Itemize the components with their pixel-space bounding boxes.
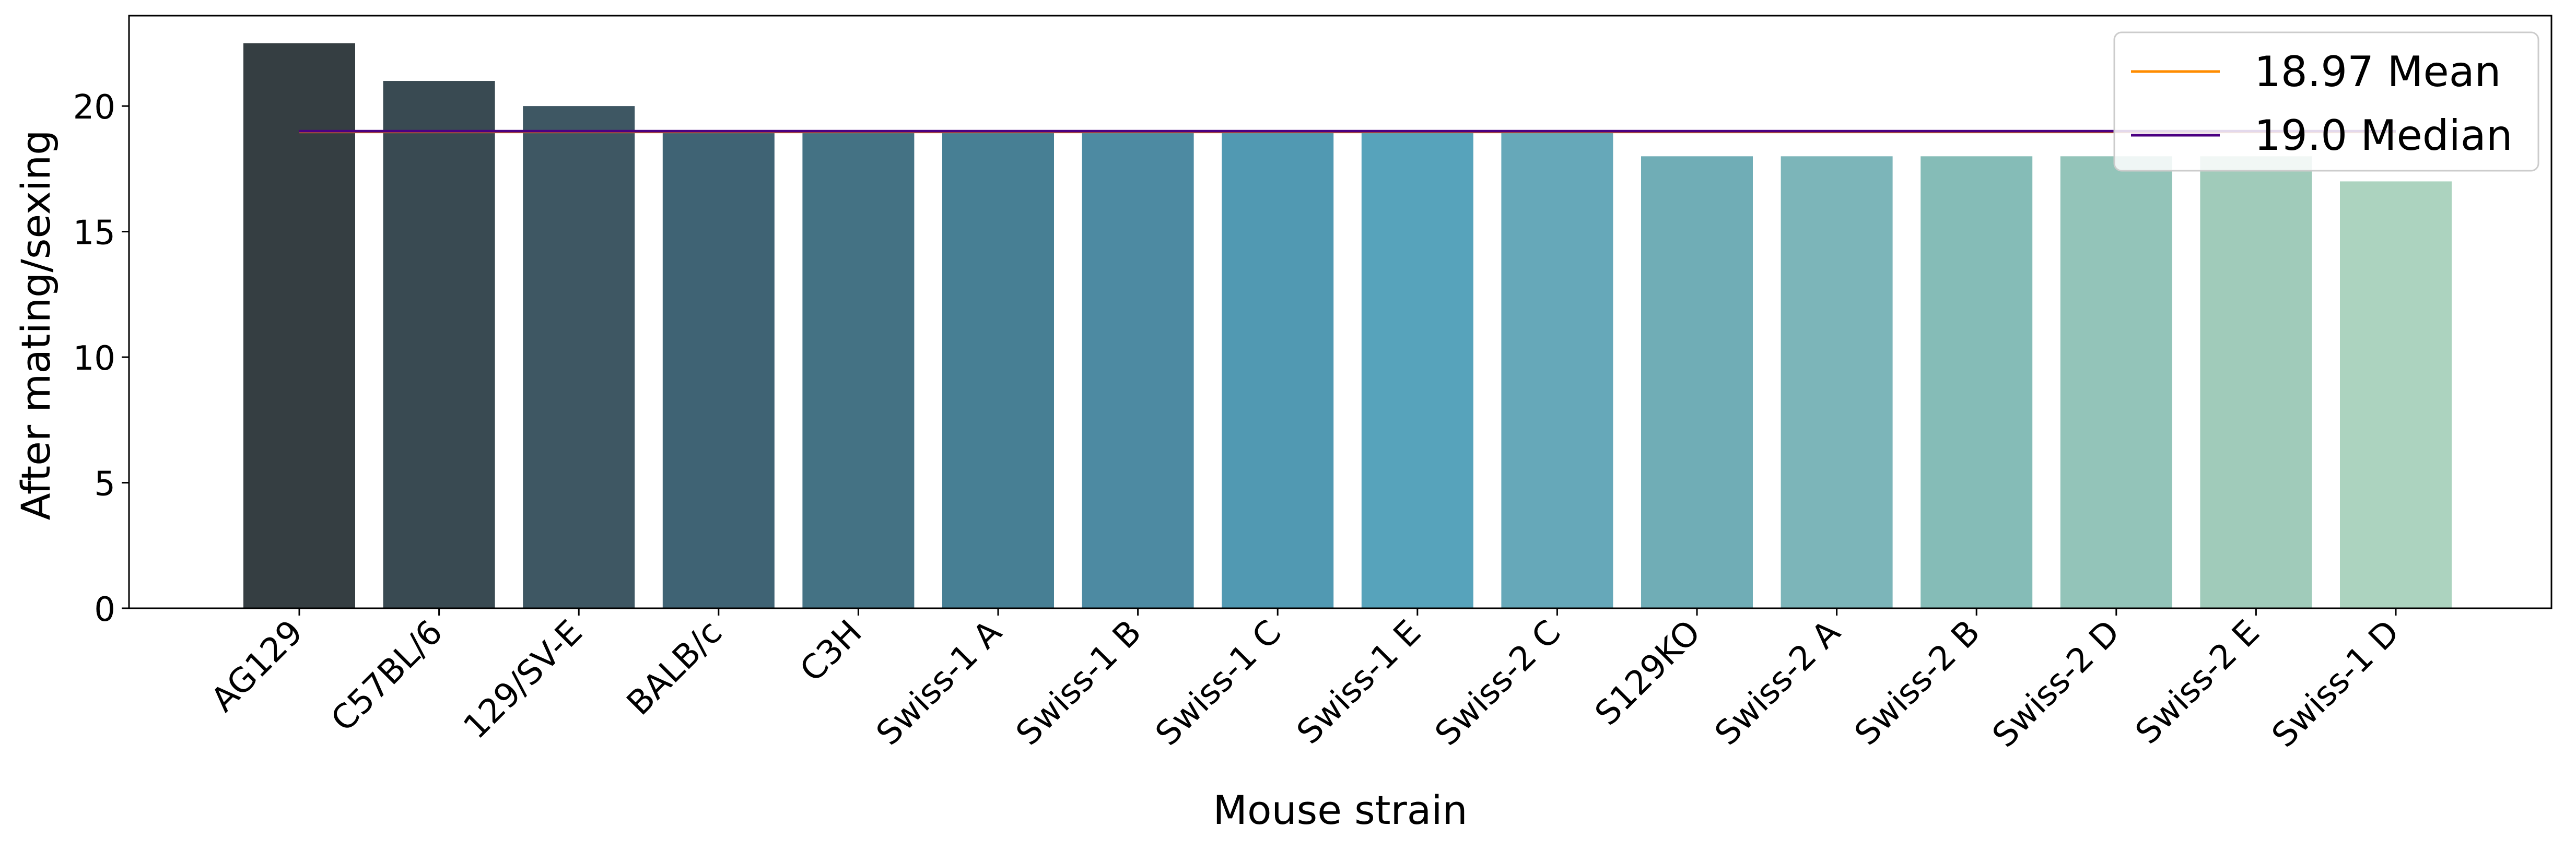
bar-balb-c — [662, 131, 775, 608]
y-tick-label: 15 — [73, 214, 115, 253]
bar-swiss-1-b — [1082, 131, 1194, 608]
bar-swiss-2-a — [1781, 156, 1893, 608]
legend-label: 18.97 Mean — [2254, 48, 2501, 96]
bar-ag129 — [243, 43, 355, 608]
bar-swiss-1-e — [1361, 131, 1473, 608]
legend-box — [2113, 31, 2539, 172]
bars-group — [243, 43, 2452, 609]
legend: 18.97 Mean 19.0 Median — [2113, 31, 2539, 172]
bar-swiss-2-e — [2200, 156, 2312, 608]
y-axis: 0 5 10 15 20 — [73, 88, 129, 629]
bar-c57bl-6 — [383, 81, 495, 609]
bar-swiss-1-c — [1222, 131, 1334, 608]
bar-swiss-2-c — [1501, 131, 1613, 608]
bar-swiss-1-a — [942, 131, 1054, 608]
y-tick-label: 5 — [94, 465, 115, 504]
plot-frame — [128, 15, 2552, 609]
y-tick-label: 20 — [73, 88, 115, 127]
bar-swiss-2-d — [2060, 156, 2172, 608]
bar-129-sv-e — [523, 106, 635, 608]
reference-lines-group — [299, 129, 2396, 134]
bar-c3h — [802, 131, 915, 608]
bar-swiss-2-b — [1921, 156, 2033, 608]
x-axis-label: Mouse strain — [1213, 787, 1467, 833]
y-tick-label: 0 — [94, 591, 115, 629]
legend-label: 19.0 Median — [2254, 111, 2513, 160]
y-axis-label: After mating/sexing — [13, 130, 59, 521]
bar-s129ko — [1641, 156, 1753, 608]
y-tick-label: 10 — [73, 339, 115, 378]
bar-swiss-1-d — [2340, 181, 2452, 608]
